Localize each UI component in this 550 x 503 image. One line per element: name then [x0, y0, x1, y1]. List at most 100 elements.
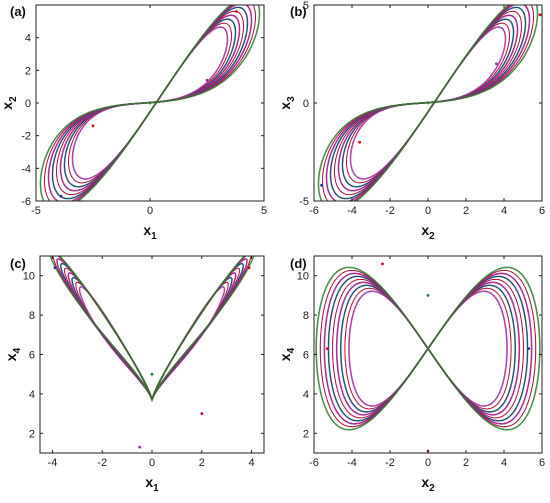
x-tick-label: -2: [385, 205, 395, 217]
attractor-trajectories: [49, 256, 255, 449]
trajectory-11: [60, 263, 244, 401]
panel-b: -6 -4 -2 0 2 4 6 -5 0 5 x2 x3 (b): [277, 0, 545, 242]
x-tick-label: -6: [309, 205, 319, 217]
sample-point: [148, 101, 152, 105]
y-axis-label: x4: [3, 347, 23, 361]
y-tick-label: 2: [29, 428, 35, 440]
x-tick-label: -2: [385, 457, 395, 469]
x-tick-label: -4: [347, 457, 357, 469]
y-tick-label: 10: [297, 271, 309, 283]
y-tick-label: 8: [303, 310, 309, 322]
sample-point: [426, 101, 430, 105]
x-tick-label: -4: [48, 457, 58, 469]
y-tick-label: -4: [21, 163, 31, 175]
trajectory-5: [71, 277, 233, 401]
sample-point: [495, 62, 498, 66]
x-tick-label: 4: [501, 457, 507, 469]
sample-point: [138, 445, 142, 449]
x-tick-label: 6: [539, 457, 545, 469]
y-tick-label: 4: [303, 389, 309, 401]
y-tick-label: 2: [303, 428, 309, 440]
y-tick-label: -2: [21, 131, 31, 143]
trajectory-7: [67, 272, 237, 402]
y-tick-label: 4: [29, 389, 35, 401]
trajectory-16: [315, 266, 541, 431]
panel-label: (a): [10, 4, 26, 19]
sample-point: [200, 412, 204, 415]
trajectory-4: [71, 276, 233, 402]
x-tick-label: 2: [463, 205, 469, 217]
x-axis-label: x1: [143, 222, 157, 242]
trajectory-10: [59, 262, 245, 402]
x-tick-label: -5: [31, 205, 41, 217]
panel-d: -6 -4 -2 0 2 4 6 2 4 6 8 10 x2 x4 (d): [277, 255, 545, 494]
x-axis-label: x2: [421, 474, 435, 494]
sample-point: [320, 183, 323, 187]
x-tick-label: 6: [539, 205, 545, 217]
panel-label: (b): [290, 4, 307, 19]
y-tick-label: 6: [29, 350, 35, 362]
x-tick-label: 4: [248, 457, 254, 469]
y-tick-label: 5: [303, 0, 309, 12]
y-tick-label: 6: [303, 350, 309, 362]
y-axis-label: x3: [277, 96, 297, 110]
x-tick-label: 2: [463, 457, 469, 469]
y-tick-label: 4: [25, 33, 31, 45]
y-tick-label: 8: [29, 310, 35, 322]
sample-point: [325, 347, 329, 350]
attractor-trajectories: [39, 5, 261, 201]
panel-c: -4 -2 0 2 4 2 4 6 8 10 x1 x4 (c): [3, 255, 265, 494]
y-tick-label: -6: [21, 196, 31, 208]
trajectory-3: [75, 281, 229, 401]
sample-point: [538, 13, 542, 17]
x-tick-label: 2: [199, 457, 205, 469]
trajectory-8: [64, 267, 240, 401]
y-tick-label: 10: [23, 271, 35, 283]
y-tick-label: 0: [303, 98, 309, 110]
panel-label: (d): [290, 256, 307, 271]
trajectory-6: [67, 272, 237, 401]
x-tick-label: 0: [425, 205, 431, 217]
trajectory-1: [78, 286, 226, 402]
x-tick-label: -6: [309, 457, 319, 469]
x-tick-label: 0: [147, 205, 153, 217]
sample-point: [91, 124, 95, 128]
x-tick-label: 4: [501, 205, 507, 217]
x-axis-label: x1: [145, 474, 159, 494]
trajectory-13: [56, 258, 248, 402]
attractor-trajectories: [317, 5, 542, 201]
trajectory-14: [52, 256, 252, 401]
sample-point: [247, 266, 251, 270]
sample-point: [235, 10, 239, 13]
x-tick-label: -4: [347, 205, 357, 217]
x-axis-label: x2: [421, 222, 435, 242]
y-tick-label: 0: [25, 98, 31, 110]
y-tick-label: -5: [299, 196, 309, 208]
y-axis-label: x2: [0, 96, 19, 110]
panel-a: -5 0 5 -6 -4 -2 0 2 4 x1 x2 (a): [0, 4, 267, 242]
trajectory-12: [56, 258, 248, 401]
sample-point: [59, 194, 63, 198]
attractor-trajectories: [315, 262, 541, 453]
sample-point: [150, 372, 154, 376]
sample-point: [205, 78, 209, 82]
sample-point: [527, 347, 531, 350]
sample-point: [53, 266, 57, 270]
trajectory-2: [75, 281, 229, 401]
x-tick-label: 0: [149, 457, 155, 469]
y-tick-label: 2: [25, 65, 31, 77]
trajectory-15: [52, 256, 252, 401]
trajectory-16: [49, 256, 255, 402]
trajectory-16: [39, 5, 261, 201]
panel-label: (c): [10, 256, 26, 271]
y-axis-label: x4: [277, 347, 297, 361]
trajectory-16: [317, 5, 539, 201]
x-tick-label: -2: [97, 457, 107, 469]
sample-point: [381, 262, 384, 266]
sample-point: [358, 140, 361, 144]
x-tick-label: 0: [425, 457, 431, 469]
trajectory-9: [64, 267, 240, 401]
sample-point: [426, 294, 430, 297]
x-tick-label: 5: [261, 205, 267, 217]
